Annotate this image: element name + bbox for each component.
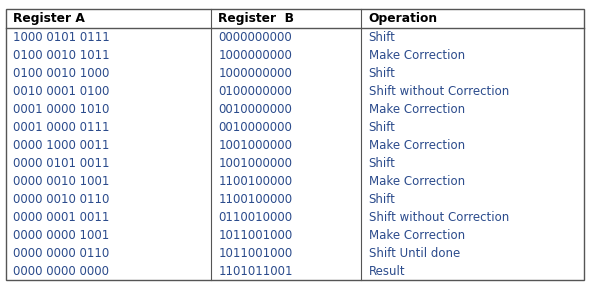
Text: Shift: Shift bbox=[369, 193, 395, 206]
Text: Make Correction: Make Correction bbox=[369, 139, 465, 152]
Text: 0000 0010 1001: 0000 0010 1001 bbox=[13, 175, 109, 188]
Text: 1011001000: 1011001000 bbox=[218, 247, 293, 260]
Text: 1000 0101 0111: 1000 0101 0111 bbox=[13, 31, 110, 44]
Text: 1100100000: 1100100000 bbox=[218, 193, 293, 206]
Text: Result: Result bbox=[369, 265, 405, 278]
Text: 1101011001: 1101011001 bbox=[218, 265, 293, 278]
Text: 0100 0010 1000: 0100 0010 1000 bbox=[13, 67, 109, 80]
Text: Shift: Shift bbox=[369, 67, 395, 80]
Text: 0001 0000 0111: 0001 0000 0111 bbox=[13, 121, 110, 134]
Text: 0100 0010 1011: 0100 0010 1011 bbox=[13, 49, 110, 62]
Text: Register  B: Register B bbox=[218, 12, 294, 25]
Text: 0000 0000 1001: 0000 0000 1001 bbox=[13, 229, 109, 242]
Text: Register A: Register A bbox=[13, 12, 85, 25]
Text: Shift without Correction: Shift without Correction bbox=[369, 211, 509, 224]
Text: Make Correction: Make Correction bbox=[369, 103, 465, 116]
Text: 1000000000: 1000000000 bbox=[218, 49, 292, 62]
Text: 0000 0000 0000: 0000 0000 0000 bbox=[13, 265, 109, 278]
Text: Shift Until done: Shift Until done bbox=[369, 247, 460, 260]
Text: Shift: Shift bbox=[369, 31, 395, 44]
Text: 1011001000: 1011001000 bbox=[218, 229, 293, 242]
Text: Operation: Operation bbox=[369, 12, 438, 25]
Text: Make Correction: Make Correction bbox=[369, 175, 465, 188]
Text: 0001 0000 1010: 0001 0000 1010 bbox=[13, 103, 109, 116]
Text: 0000000000: 0000000000 bbox=[218, 31, 292, 44]
Text: Make Correction: Make Correction bbox=[369, 229, 465, 242]
Text: 1001000000: 1001000000 bbox=[218, 139, 292, 152]
Text: Make Correction: Make Correction bbox=[369, 49, 465, 62]
Text: 0000 0000 0110: 0000 0000 0110 bbox=[13, 247, 109, 260]
Text: 1100100000: 1100100000 bbox=[218, 175, 293, 188]
Text: 0010000000: 0010000000 bbox=[218, 103, 292, 116]
Text: 0000 0001 0011: 0000 0001 0011 bbox=[13, 211, 109, 224]
Text: 0000 0101 0011: 0000 0101 0011 bbox=[13, 157, 110, 170]
Text: 0000 0010 0110: 0000 0010 0110 bbox=[13, 193, 109, 206]
Text: 1001000000: 1001000000 bbox=[218, 157, 292, 170]
Text: 0100000000: 0100000000 bbox=[218, 85, 292, 98]
Text: 0110010000: 0110010000 bbox=[218, 211, 293, 224]
Text: 0010000000: 0010000000 bbox=[218, 121, 292, 134]
Text: Shift: Shift bbox=[369, 157, 395, 170]
Text: Shift: Shift bbox=[369, 121, 395, 134]
Text: 1000000000: 1000000000 bbox=[218, 67, 292, 80]
Text: 0000 1000 0011: 0000 1000 0011 bbox=[13, 139, 109, 152]
Text: Shift without Correction: Shift without Correction bbox=[369, 85, 509, 98]
Text: 0010 0001 0100: 0010 0001 0100 bbox=[13, 85, 109, 98]
